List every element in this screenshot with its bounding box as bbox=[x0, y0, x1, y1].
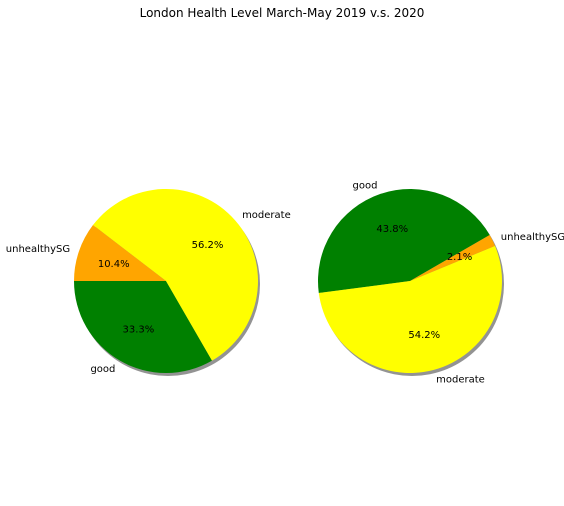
slice-percent-moderate: 54.2% bbox=[408, 330, 440, 341]
slice-label-unhealthysg: unhealthySG bbox=[6, 244, 70, 255]
slice-percent-good: 33.3% bbox=[123, 324, 155, 335]
slice-percent-unhealthysg: 10.4% bbox=[98, 259, 130, 270]
pie-slice-unhealthysg bbox=[410, 235, 496, 281]
pie-slice-moderate bbox=[92, 189, 258, 361]
pie-chart-2019: good 33.3% moderate 56.2% unhealthySG 10.4% bbox=[6, 189, 291, 376]
slice-label-unhealthysg: unhealthySG bbox=[501, 232, 564, 243]
slice-label-moderate: moderate bbox=[242, 210, 291, 221]
pie-slice-good bbox=[318, 188, 490, 294]
slice-label-good: good bbox=[353, 181, 378, 192]
slice-percent-moderate: 56.2% bbox=[192, 240, 224, 251]
pie-chart-2020: good 43.8% moderate 54.2% unhealthySG 2.1% bbox=[318, 181, 564, 385]
pie-slice-good bbox=[74, 281, 212, 373]
slice-label-good: good bbox=[90, 364, 115, 375]
slice-label-moderate: moderate bbox=[436, 374, 485, 385]
slice-percent-unhealthysg: 2.1% bbox=[447, 252, 472, 263]
figure-title: London Health Level March-May 2019 v.s. … bbox=[140, 6, 425, 20]
pie-slice-unhealthysg bbox=[74, 225, 166, 281]
pie-slice-moderate bbox=[318, 245, 503, 374]
slice-percent-good: 43.8% bbox=[376, 224, 408, 235]
